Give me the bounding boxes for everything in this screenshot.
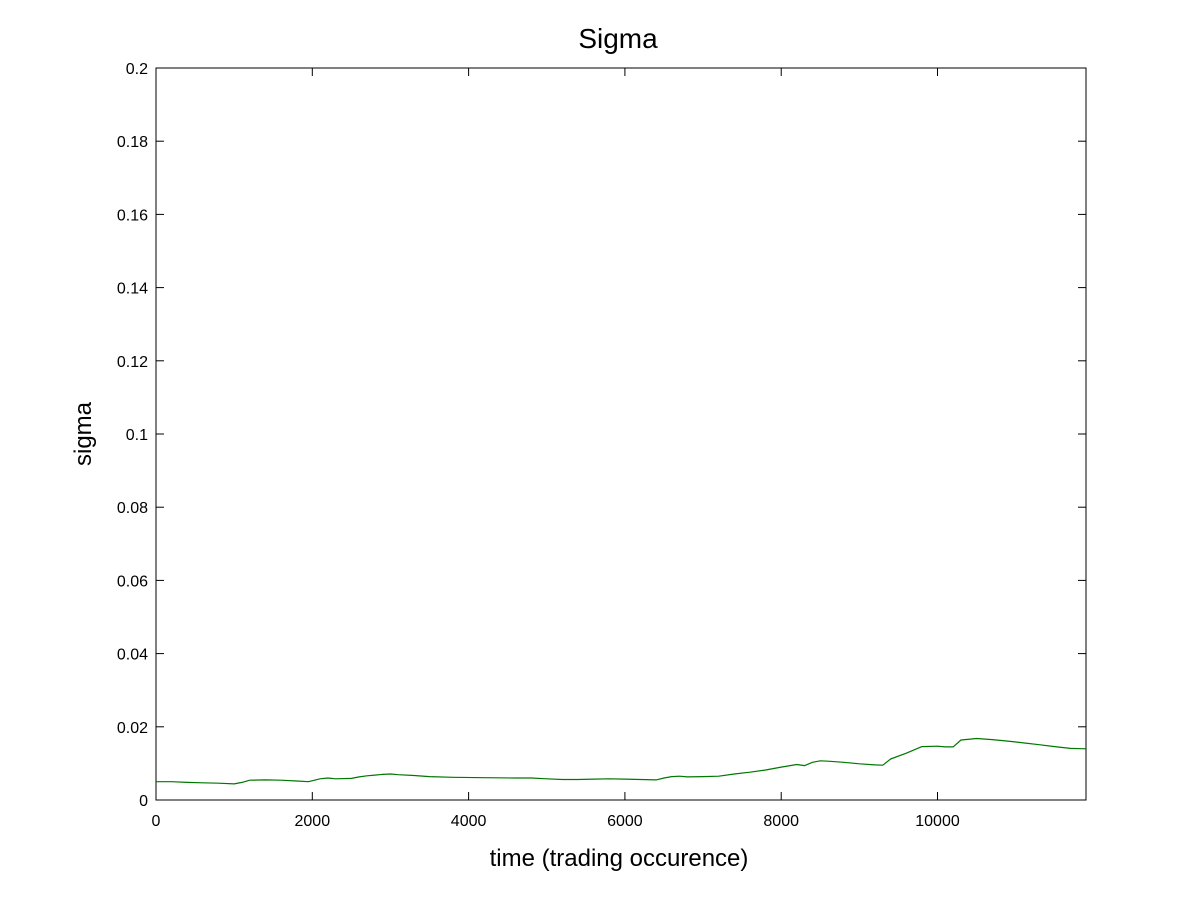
x-tick-label: 6000 xyxy=(607,813,643,830)
y-tick-label: 0.02 xyxy=(117,720,148,737)
y-tick-label: 0.06 xyxy=(117,573,148,590)
chart-title: Sigma xyxy=(578,23,658,54)
plot-area: 0 2000 4000 6000 8000 10000 0 0.02 0.04 0.06 0.08 0… xyxy=(117,61,1087,830)
x-tick-label: 2000 xyxy=(295,813,331,830)
x-tick-label: 4000 xyxy=(451,813,487,830)
x-tick-label: 0 xyxy=(152,813,161,830)
y-tick-label: 0.14 xyxy=(117,281,148,298)
y-tick-label: 0.12 xyxy=(117,354,148,371)
y-tick-label: 0.16 xyxy=(117,207,148,224)
y-tick-label: 0.04 xyxy=(117,647,148,664)
y-tick-label: 0.18 xyxy=(117,134,148,151)
y-tick-label: 0.2 xyxy=(126,61,148,78)
x-tick-label: 10000 xyxy=(915,813,960,830)
x-axis-title: time (trading occurence) xyxy=(490,845,749,872)
y-tick-label: 0.08 xyxy=(117,500,148,517)
y-tick-label: 0 xyxy=(139,793,148,810)
sigma-series-line xyxy=(156,737,1087,785)
x-tick-label: 8000 xyxy=(763,813,799,830)
y-axis-title: sigma xyxy=(70,401,97,466)
y-tick-label: 0.1 xyxy=(126,427,148,444)
